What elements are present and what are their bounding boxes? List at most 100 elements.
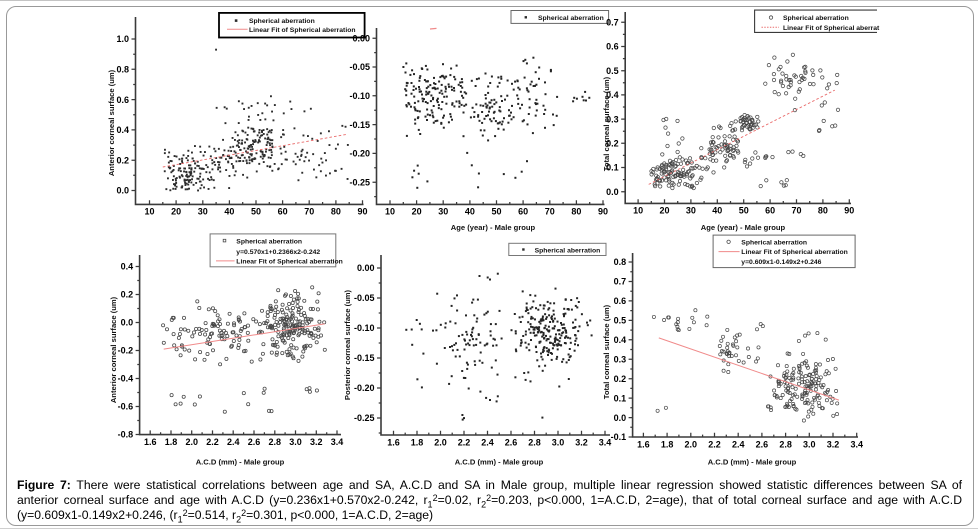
svg-text:50: 50: [251, 207, 261, 217]
svg-text:20: 20: [412, 207, 422, 217]
svg-text:0.2: 0.2: [614, 374, 627, 384]
svg-text:0.2: 0.2: [116, 155, 129, 165]
svg-text:3.4: 3.4: [850, 439, 863, 449]
svg-text:0.2: 0.2: [606, 139, 619, 149]
svg-text:0.1: 0.1: [606, 163, 619, 173]
svg-text:0.4: 0.4: [614, 335, 627, 345]
svg-text:Posterior corneal surface (um): Posterior corneal surface (um): [343, 289, 352, 400]
svg-text:-0.05: -0.05: [349, 62, 370, 72]
svg-text:2.4: 2.4: [732, 439, 745, 449]
svg-text:0.5: 0.5: [606, 66, 619, 76]
svg-text:3.2: 3.2: [575, 437, 588, 447]
svg-text:0.6: 0.6: [606, 42, 619, 52]
svg-text:-0.1: -0.1: [611, 432, 627, 442]
svg-text:-0.25: -0.25: [354, 413, 375, 423]
svg-text:Anterior corneal surface (um): Anterior corneal surface (um): [109, 296, 118, 403]
svg-text:0.0: 0.0: [606, 187, 619, 197]
svg-text:0.4: 0.4: [606, 90, 619, 100]
svg-text:1.6: 1.6: [144, 437, 157, 447]
svg-text:A.C.D (mm) - Male group: A.C.D (mm) - Male group: [708, 458, 797, 467]
svg-text:70: 70: [791, 206, 801, 216]
svg-text:2.8: 2.8: [779, 439, 792, 449]
svg-text:10: 10: [385, 207, 395, 217]
svg-text:Spherical aberration: Spherical aberration: [538, 15, 604, 22]
svg-text:Linear Fit of Spherical aberra: Linear Fit of Spherical aberration: [741, 249, 848, 256]
svg-text:20: 20: [171, 207, 181, 217]
svg-text:40: 40: [224, 207, 234, 217]
svg-text:0.0: 0.0: [116, 186, 129, 196]
svg-text:40: 40: [465, 207, 475, 217]
svg-text:2.0: 2.0: [685, 439, 698, 449]
svg-text:0.8: 0.8: [116, 65, 129, 75]
svg-text:80: 80: [571, 207, 581, 217]
svg-text:Age (year) - Male group: Age (year) - Male group: [701, 223, 786, 232]
svg-text:30: 30: [198, 207, 208, 217]
svg-text:0.4: 0.4: [116, 125, 129, 135]
svg-text:50: 50: [491, 207, 501, 217]
svg-text:0.8: 0.8: [614, 257, 627, 267]
svg-text:0.00: 0.00: [352, 33, 370, 43]
svg-text:3.4: 3.4: [599, 437, 612, 447]
svg-text:90: 90: [598, 207, 608, 217]
svg-text:Linear Fit of Spherical aberra: Linear Fit of Spherical aberration: [236, 258, 343, 265]
svg-text:-0.10: -0.10: [349, 91, 370, 101]
svg-text:0.0: 0.0: [121, 318, 134, 328]
svg-text:80: 80: [818, 206, 828, 216]
svg-text:0.6: 0.6: [614, 296, 627, 306]
svg-text:Age (year) - Male group: Age (year) - Male group: [451, 223, 536, 232]
svg-text:Spherical aberration: Spherical aberration: [236, 238, 302, 245]
svg-text:50: 50: [739, 206, 749, 216]
svg-text:-0.10: -0.10: [354, 323, 375, 333]
svg-text:40: 40: [712, 206, 722, 216]
svg-text:1.8: 1.8: [661, 439, 674, 449]
svg-text:Total corneal surface (um): Total corneal surface (um): [602, 76, 611, 171]
svg-text:20: 20: [659, 206, 669, 216]
svg-text:-0.25: -0.25: [349, 177, 370, 187]
svg-text:2.2: 2.2: [458, 437, 471, 447]
svg-text:60: 60: [765, 206, 775, 216]
svg-text:2.2: 2.2: [206, 437, 219, 447]
svg-text:2.6: 2.6: [505, 437, 518, 447]
svg-text:0.0: 0.0: [614, 413, 627, 423]
svg-text:-0.6: -0.6: [118, 402, 134, 412]
svg-text:90: 90: [357, 207, 367, 217]
svg-text:2.4: 2.4: [481, 437, 494, 447]
svg-text:90: 90: [844, 206, 854, 216]
svg-text:2.8: 2.8: [269, 437, 282, 447]
svg-text:2.6: 2.6: [756, 439, 769, 449]
svg-text:0.2: 0.2: [121, 290, 134, 300]
svg-text:10: 10: [144, 207, 154, 217]
svg-text:y=0.609x1-0.149x2+0.246: y=0.609x1-0.149x2+0.246: [741, 259, 821, 266]
svg-text:0.7: 0.7: [614, 277, 627, 287]
svg-text:A.C.D (mm) - Male group: A.C.D (mm) - Male group: [196, 458, 285, 467]
svg-text:2.0: 2.0: [434, 437, 447, 447]
svg-text:0.4: 0.4: [121, 262, 134, 272]
svg-text:Spherical aberration: Spherical aberration: [783, 15, 849, 22]
svg-text:2.8: 2.8: [528, 437, 541, 447]
svg-text:3.0: 3.0: [552, 437, 565, 447]
svg-text:30: 30: [686, 206, 696, 216]
svg-text:Total corneal surface (um): Total corneal surface (um): [602, 304, 611, 399]
svg-text:0.7: 0.7: [606, 18, 619, 28]
svg-text:0.6: 0.6: [116, 95, 129, 105]
svg-text:1.8: 1.8: [411, 437, 424, 447]
svg-text:3.0: 3.0: [289, 437, 302, 447]
svg-text:2.6: 2.6: [248, 437, 261, 447]
svg-text:60: 60: [278, 207, 288, 217]
svg-text:10: 10: [633, 206, 643, 216]
svg-text:Spherical aberration: Spherical aberration: [249, 18, 315, 25]
svg-text:-0.4: -0.4: [118, 374, 134, 384]
svg-text:0.3: 0.3: [606, 114, 619, 124]
svg-text:70: 70: [545, 207, 555, 217]
svg-text:1.0: 1.0: [116, 34, 129, 44]
svg-text:Spherical aberration: Spherical aberration: [535, 247, 601, 254]
svg-text:0.00: 0.00: [357, 263, 375, 273]
svg-text:-0.20: -0.20: [349, 149, 370, 159]
svg-text:0.3: 0.3: [614, 354, 627, 364]
svg-text:1.6: 1.6: [637, 439, 650, 449]
svg-text:A.C.D (mm) - Male group: A.C.D (mm) - Male group: [455, 458, 544, 467]
svg-text:1.8: 1.8: [165, 437, 178, 447]
svg-text:60: 60: [518, 207, 528, 217]
svg-text:-0.05: -0.05: [354, 293, 375, 303]
svg-text:1.6: 1.6: [387, 437, 400, 447]
